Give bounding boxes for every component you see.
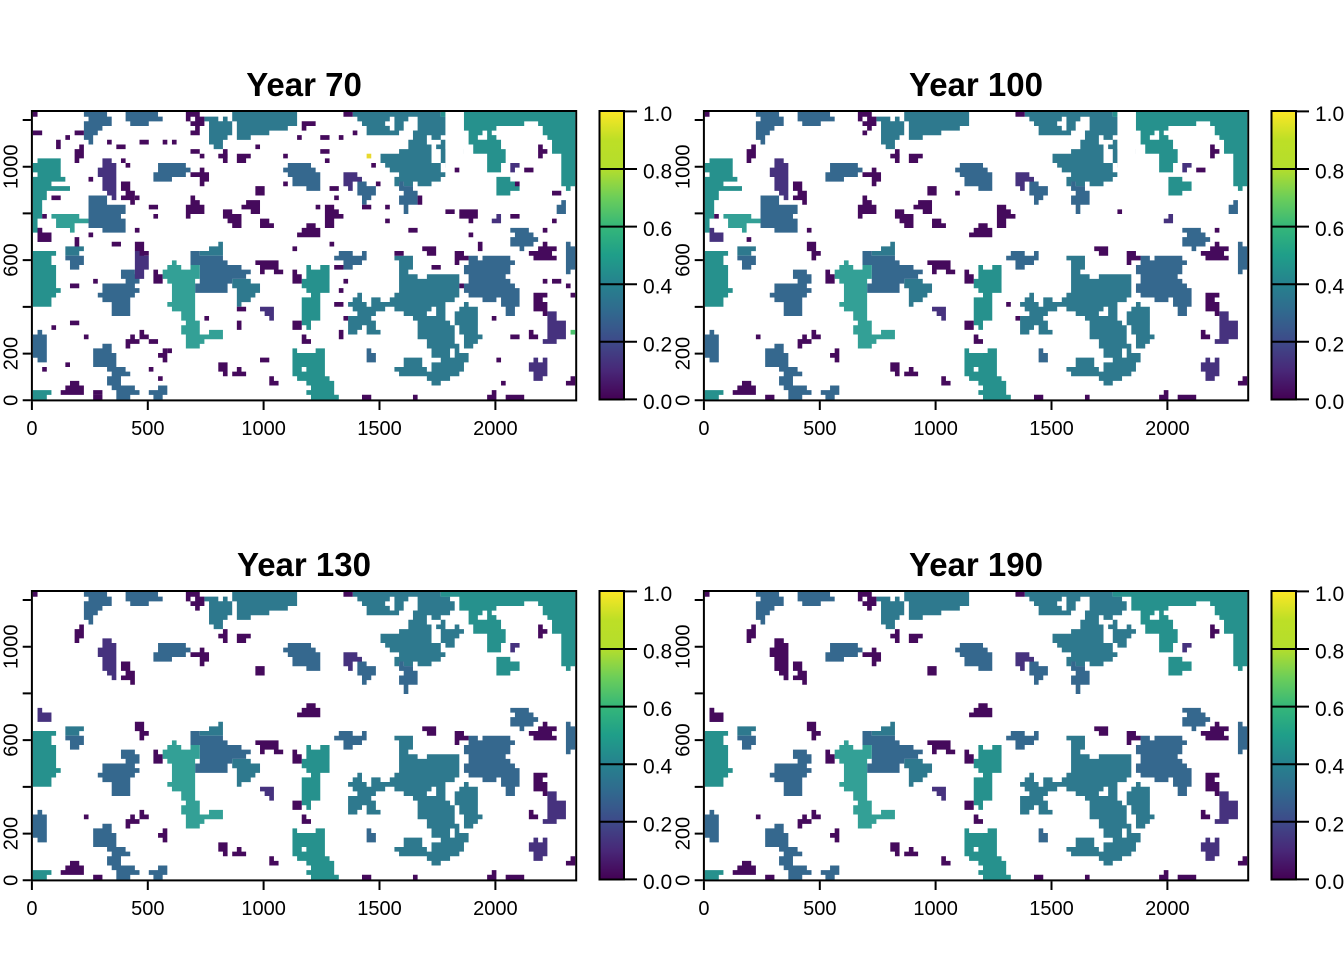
svg-text:1500: 1500 [1029, 418, 1074, 440]
svg-text:0.2: 0.2 [643, 813, 672, 836]
svg-text:0.6: 0.6 [643, 698, 672, 721]
svg-text:600: 600 [673, 723, 695, 756]
svg-text:0: 0 [673, 875, 695, 886]
svg-text:0.8: 0.8 [1315, 641, 1344, 664]
svg-text:Year 190: Year 190 [909, 546, 1043, 583]
svg-text:0.6: 0.6 [643, 218, 672, 241]
svg-text:1000: 1000 [673, 624, 695, 669]
svg-text:0.4: 0.4 [1315, 276, 1344, 299]
svg-text:Year 130: Year 130 [237, 546, 371, 583]
svg-text:200: 200 [1, 337, 23, 370]
svg-text:Year 70: Year 70 [246, 66, 362, 103]
svg-text:600: 600 [1, 723, 23, 756]
svg-text:200: 200 [1, 817, 23, 850]
svg-text:2000: 2000 [473, 898, 518, 920]
svg-text:600: 600 [673, 243, 695, 276]
svg-text:0.2: 0.2 [643, 333, 672, 356]
svg-text:0.0: 0.0 [643, 871, 672, 894]
svg-text:2000: 2000 [1145, 418, 1190, 440]
svg-text:0.0: 0.0 [643, 391, 672, 414]
svg-text:0.8: 0.8 [643, 641, 672, 664]
svg-text:1000: 1000 [1, 144, 23, 189]
svg-text:1500: 1500 [1029, 898, 1074, 920]
svg-text:1000: 1000 [241, 898, 286, 920]
svg-text:Year 100: Year 100 [909, 66, 1043, 103]
svg-text:0.8: 0.8 [643, 161, 672, 184]
svg-text:1500: 1500 [357, 418, 402, 440]
svg-text:500: 500 [803, 418, 836, 440]
svg-text:1000: 1000 [1, 624, 23, 669]
svg-text:1000: 1000 [673, 144, 695, 189]
svg-text:0.2: 0.2 [1315, 333, 1344, 356]
svg-text:600: 600 [1, 243, 23, 276]
svg-text:200: 200 [673, 817, 695, 850]
svg-text:500: 500 [803, 898, 836, 920]
svg-text:0: 0 [698, 418, 709, 440]
svg-text:0.2: 0.2 [1315, 813, 1344, 836]
svg-text:1000: 1000 [913, 898, 958, 920]
svg-text:1.0: 1.0 [1315, 103, 1344, 126]
svg-text:0.0: 0.0 [1315, 391, 1344, 414]
svg-text:0.4: 0.4 [643, 276, 673, 299]
svg-text:2000: 2000 [1145, 898, 1190, 920]
svg-text:0.8: 0.8 [1315, 161, 1344, 184]
svg-text:1.0: 1.0 [1315, 583, 1344, 606]
svg-text:0: 0 [673, 395, 695, 406]
svg-text:500: 500 [131, 418, 164, 440]
svg-text:0.6: 0.6 [1315, 218, 1344, 241]
svg-text:0.4: 0.4 [1315, 756, 1344, 779]
svg-text:0: 0 [26, 418, 37, 440]
svg-text:500: 500 [131, 898, 164, 920]
svg-text:1.0: 1.0 [643, 583, 672, 606]
svg-text:1500: 1500 [357, 898, 402, 920]
svg-text:1000: 1000 [241, 418, 286, 440]
svg-text:0.0: 0.0 [1315, 871, 1344, 894]
svg-text:0.6: 0.6 [1315, 698, 1344, 721]
svg-text:200: 200 [673, 337, 695, 370]
svg-text:1000: 1000 [913, 418, 958, 440]
svg-text:0: 0 [1, 875, 23, 886]
svg-text:0.4: 0.4 [643, 756, 673, 779]
svg-text:0: 0 [1, 395, 23, 406]
svg-text:0: 0 [698, 898, 709, 920]
svg-text:1.0: 1.0 [643, 103, 672, 126]
svg-text:2000: 2000 [473, 418, 518, 440]
svg-text:0: 0 [26, 898, 37, 920]
